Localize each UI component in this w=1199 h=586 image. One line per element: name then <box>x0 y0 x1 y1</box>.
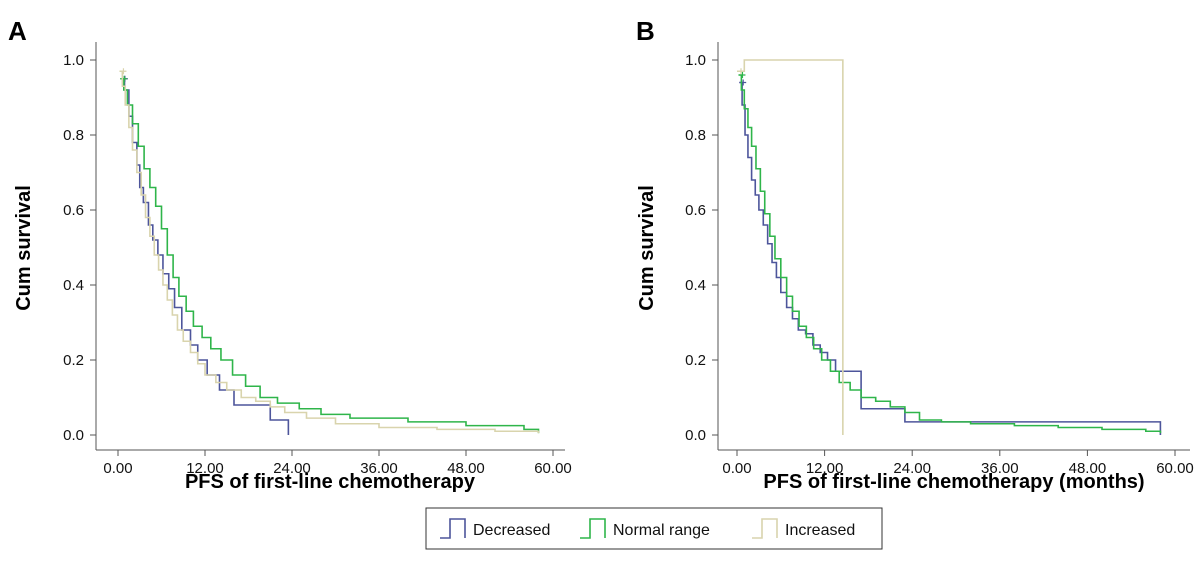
series-increased <box>119 70 540 434</box>
y-tick-label: 0.4 <box>63 277 84 294</box>
legend-swatch-decreased <box>440 518 466 539</box>
y-tick-label: 1.0 <box>685 52 706 69</box>
censor-mark-increased <box>120 68 127 75</box>
y-tick-label: 0.0 <box>63 427 84 444</box>
x-axis-title: PFS of first-line chemotherapy <box>185 471 476 493</box>
x-tick-label: 60.00 <box>1156 460 1194 477</box>
legend-item-normal-range: Normal range <box>580 518 710 539</box>
y-tick-label: 0.4 <box>685 277 706 294</box>
panel-label: B <box>636 16 655 46</box>
panel-b: B 0.00 12.00 24.00 36.00 48.00 60.00 0.0 0.2 0.4… <box>636 16 1194 493</box>
y-tick-label: 0.6 <box>63 202 84 219</box>
y-tick-label: 0.8 <box>63 127 84 144</box>
legend: Decreased Normal range Increased <box>425 507 883 550</box>
censor-mark-normal-range <box>739 72 746 78</box>
series-normal-range <box>120 77 540 434</box>
y-tick-label: 0.0 <box>685 427 706 444</box>
series-decreased <box>120 77 290 435</box>
x-tick-label: 0.00 <box>103 460 132 477</box>
x-tick-label: 48.00 <box>1069 460 1107 477</box>
x-tick-label: 0.00 <box>722 460 751 477</box>
x-axis-title: PFS of first-line chemotherapy (months) <box>763 471 1144 493</box>
x-tick-label: 12.00 <box>806 460 844 477</box>
censor-mark-increased <box>738 68 744 75</box>
legend-item-decreased: Decreased <box>440 518 550 539</box>
legend-label: Normal range <box>613 522 710 539</box>
x-tick-label: 48.00 <box>447 460 485 477</box>
y-tick-label: 0.6 <box>685 202 706 219</box>
y-tick-label: 0.8 <box>685 127 706 144</box>
x-tick-label: 36.00 <box>981 460 1019 477</box>
legend-box <box>425 507 883 550</box>
legend-swatch-normal-range <box>580 518 606 539</box>
x-tick-label: 24.00 <box>893 460 931 477</box>
x-tick-label: 60.00 <box>534 460 572 477</box>
x-tick-label: 36.00 <box>360 460 398 477</box>
legend-label: Increased <box>785 522 855 539</box>
series-normal-range <box>738 74 1162 434</box>
y-tick-label: 1.0 <box>63 52 84 69</box>
series-decreased <box>739 81 1162 435</box>
x-tick-label: 12.00 <box>186 460 224 477</box>
legend-item-increased: Increased <box>752 518 855 539</box>
y-axis-title: Cum survival <box>13 185 35 311</box>
y-axis-title: Cum survival <box>636 185 658 311</box>
y-tick-label: 0.2 <box>63 352 84 369</box>
legend-label: Decreased <box>473 522 550 539</box>
x-tick-label: 24.00 <box>273 460 311 477</box>
series-increased <box>737 59 844 435</box>
y-tick-label: 0.2 <box>685 352 706 369</box>
panel-label: A <box>8 16 27 46</box>
panel-a: A 0.00 12.00 24.00 36.00 48.00 60.00 0.0 0.2 0.4… <box>8 16 572 493</box>
legend-swatch-increased <box>752 518 778 539</box>
